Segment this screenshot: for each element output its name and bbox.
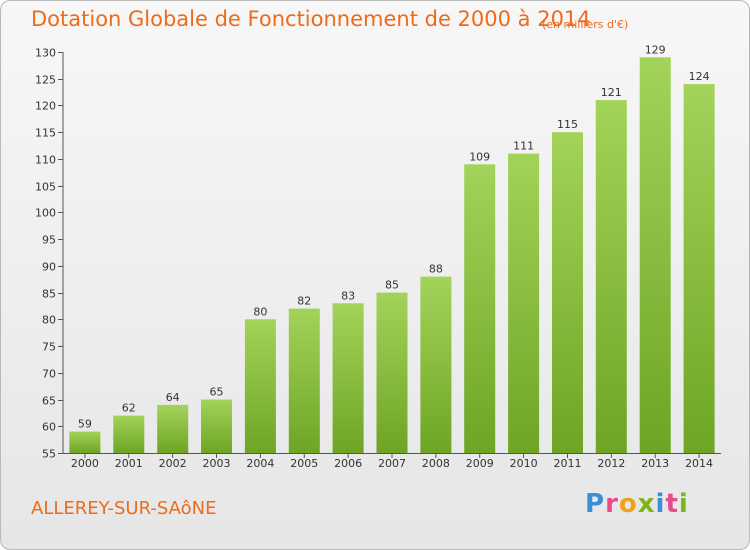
bar-2010 bbox=[508, 153, 540, 453]
logo-letter: P bbox=[585, 489, 606, 519]
bar-2013 bbox=[639, 57, 671, 454]
bar-value-label: 115 bbox=[557, 118, 578, 131]
bar-value-label: 124 bbox=[689, 70, 710, 83]
bar-value-label: 129 bbox=[645, 43, 666, 56]
bar-value-label: 83 bbox=[341, 289, 355, 302]
y-tick-label: 100 bbox=[35, 207, 56, 220]
y-tick-label: 115 bbox=[35, 127, 56, 140]
y-tick-label: 120 bbox=[35, 100, 56, 113]
bar-2014 bbox=[683, 84, 715, 453]
logo-letter: t bbox=[665, 489, 679, 519]
x-tick-label: 2002 bbox=[159, 457, 187, 470]
bar-2003 bbox=[201, 399, 232, 453]
logo-letter: x bbox=[637, 489, 656, 519]
bar-2001 bbox=[113, 415, 145, 453]
y-tick-label: 110 bbox=[35, 154, 56, 167]
bar-value-label: 65 bbox=[210, 386, 224, 399]
y-tick-label: 105 bbox=[35, 181, 56, 194]
bar-2011 bbox=[552, 132, 583, 453]
logo-letter: r bbox=[605, 489, 619, 519]
x-tick-label: 2005 bbox=[290, 457, 318, 470]
x-tick-label: 2013 bbox=[641, 457, 669, 470]
bar-value-label: 88 bbox=[429, 263, 443, 276]
x-tick-label: 2014 bbox=[685, 457, 713, 470]
bar-2002 bbox=[157, 404, 189, 453]
commune-name: ALLEREY-SUR-SAôNE bbox=[31, 498, 217, 519]
y-axis: 55 60 65 70 75 80 85 90 95 100 105 110 115 120 125 130 bbox=[35, 47, 64, 461]
y-tick-label: 90 bbox=[42, 261, 56, 274]
x-tick-label: 2009 bbox=[466, 457, 494, 470]
logo-letter: o bbox=[618, 489, 638, 519]
chart-title: Dotation Globale de Fonctionnement de 20… bbox=[31, 7, 591, 31]
bar-value-label: 64 bbox=[166, 391, 180, 404]
x-tick-label: 2006 bbox=[334, 457, 362, 470]
y-tick-label: 95 bbox=[42, 234, 56, 247]
bar-value-label: 109 bbox=[469, 150, 490, 163]
x-tick-label: 2001 bbox=[115, 457, 143, 470]
bar-2012 bbox=[595, 100, 627, 453]
x-tick-label: 2012 bbox=[597, 457, 625, 470]
bar-2005 bbox=[288, 308, 320, 453]
bar-value-label: 82 bbox=[297, 295, 311, 308]
x-tick-label: 2004 bbox=[246, 457, 274, 470]
bar-value-label: 80 bbox=[253, 305, 267, 318]
bar-value-label: 111 bbox=[513, 140, 534, 153]
bar-value-label: 59 bbox=[78, 418, 92, 431]
x-tick-label: 2003 bbox=[203, 457, 231, 470]
x-tick-label: 2010 bbox=[510, 457, 538, 470]
y-tick-label: 85 bbox=[42, 288, 56, 301]
y-tick-label: 75 bbox=[42, 341, 56, 354]
x-axis: 2000 2001 2002 2003 2004 2005 2006 2007 2008 2009… bbox=[63, 453, 721, 470]
y-tick-label: 55 bbox=[42, 448, 56, 461]
x-tick-label: 2007 bbox=[378, 457, 406, 470]
bar-2006 bbox=[332, 303, 364, 453]
logo-letter: i bbox=[678, 489, 689, 519]
proxiti-logo: Proxiti bbox=[585, 489, 689, 519]
x-tick-label: 2008 bbox=[422, 457, 450, 470]
bar-value-label: 85 bbox=[385, 279, 399, 292]
y-tick-label: 70 bbox=[42, 368, 56, 381]
chart-subtitle: (en milliers d'€) bbox=[542, 18, 629, 31]
bar-2007 bbox=[376, 292, 408, 453]
y-tick-label: 80 bbox=[42, 314, 56, 327]
bar-value-label: 62 bbox=[122, 402, 136, 415]
bar-2004 bbox=[244, 319, 276, 453]
bar-2009 bbox=[464, 164, 496, 454]
x-tick-label: 2000 bbox=[71, 457, 99, 470]
y-tick-label: 125 bbox=[35, 74, 56, 87]
bars: 59 62 64 65 80 82 83 85 88 109 111 115 121 129 124 bbox=[69, 43, 715, 454]
y-tick-label: 60 bbox=[42, 421, 56, 434]
x-tick-label: 2011 bbox=[553, 457, 581, 470]
bar-2000 bbox=[69, 431, 101, 453]
y-tick-label: 130 bbox=[35, 47, 56, 60]
y-tick-label: 65 bbox=[42, 395, 56, 408]
bar-value-label: 121 bbox=[601, 86, 622, 99]
logo-letter: i bbox=[655, 489, 666, 519]
bar-2008 bbox=[420, 276, 452, 453]
